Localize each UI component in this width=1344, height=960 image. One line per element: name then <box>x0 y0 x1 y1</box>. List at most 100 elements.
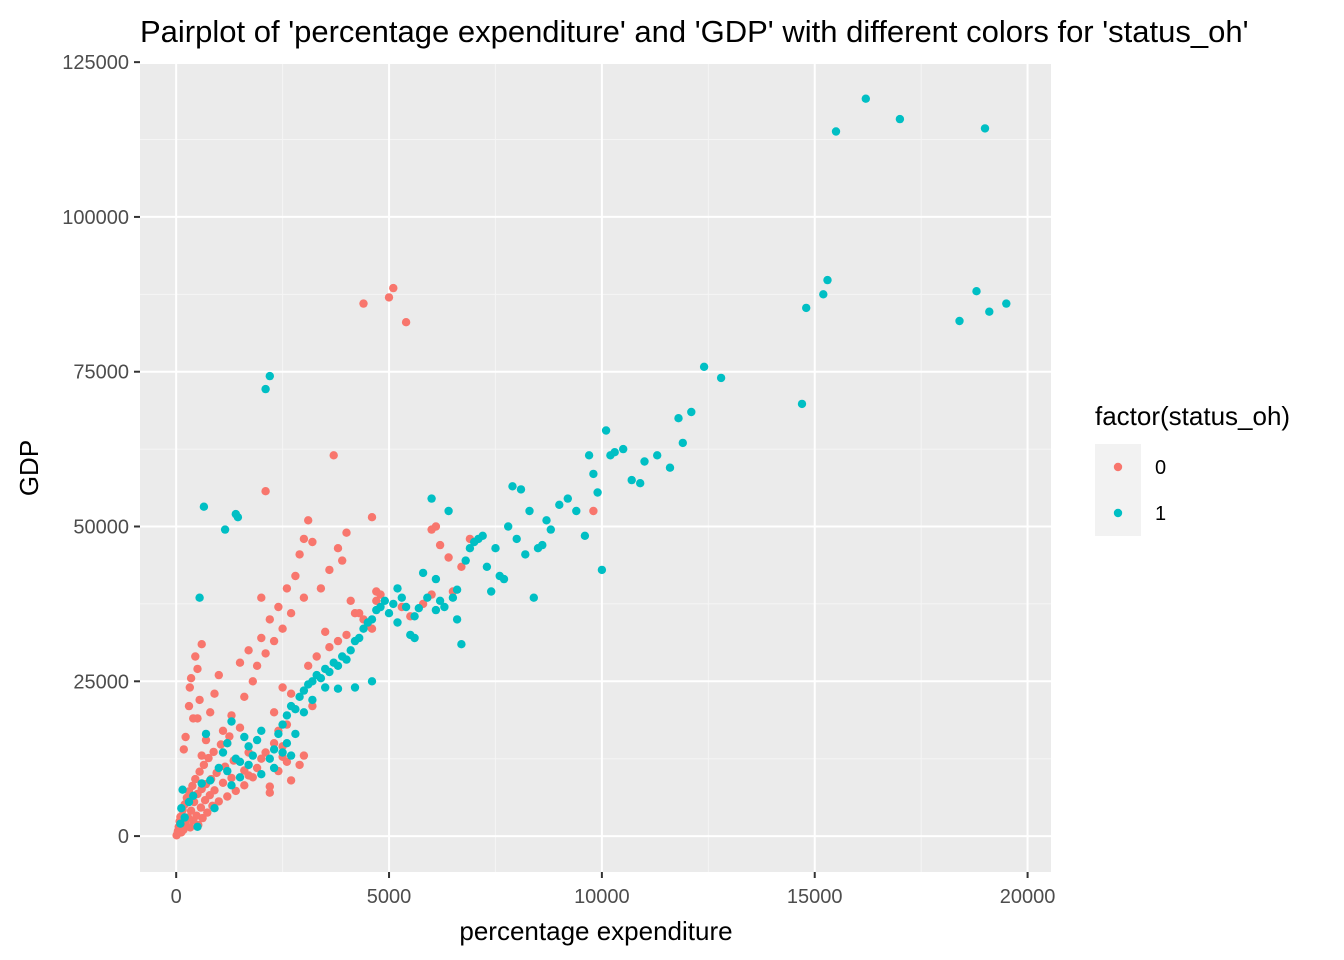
data-point-series-1 <box>861 94 870 103</box>
data-point-series-1 <box>674 414 683 423</box>
data-point-series-0 <box>312 652 321 661</box>
y-tick-label: 50000 <box>73 517 129 539</box>
legend-title: factor(status_oh) <box>1095 401 1290 431</box>
data-point-series-0 <box>248 677 257 686</box>
data-point-series-1 <box>802 303 811 313</box>
data-point-series-0 <box>291 571 300 581</box>
data-point-series-1 <box>831 127 841 136</box>
data-point-series-1 <box>235 773 245 782</box>
x-tick-label: 0 <box>171 886 182 908</box>
data-point-series-1 <box>397 593 406 602</box>
data-point-series-0 <box>216 740 226 749</box>
data-point-series-1 <box>465 544 475 553</box>
data-point-series-0 <box>308 701 317 711</box>
data-point-series-1 <box>321 683 330 692</box>
data-point-series-0 <box>191 774 200 784</box>
y-tick-label: 0 <box>118 826 129 848</box>
data-point-series-1 <box>499 574 509 584</box>
data-point-series-0 <box>435 540 445 550</box>
data-point-series-1 <box>538 540 547 550</box>
data-point-series-0 <box>295 760 304 770</box>
data-point-series-1 <box>333 661 343 670</box>
data-point-series-0 <box>265 788 274 797</box>
data-point-series-1 <box>184 797 194 807</box>
data-point-series-1 <box>265 754 274 763</box>
data-point-series-0 <box>457 562 466 571</box>
data-point-series-1 <box>384 609 394 618</box>
data-point-series-0 <box>261 649 270 658</box>
legend: factor(status_oh) 0 1 <box>1095 401 1290 536</box>
data-point-series-1 <box>278 720 287 729</box>
data-point-series-1 <box>376 602 385 612</box>
data-point-series-1 <box>431 605 441 615</box>
data-point-series-0 <box>193 664 202 674</box>
data-point-series-1 <box>529 593 538 602</box>
data-point-series-0 <box>257 593 266 602</box>
data-point-series-1 <box>589 469 598 479</box>
data-point-series-1 <box>665 463 675 472</box>
data-point-series-0 <box>199 760 209 770</box>
data-point-series-0 <box>278 624 287 633</box>
data-point-series-1 <box>521 550 530 559</box>
data-point-series-1 <box>367 615 377 624</box>
data-point-series-1 <box>410 612 419 621</box>
data-point-series-1 <box>401 602 411 612</box>
data-point-series-1 <box>508 482 517 491</box>
data-point-series-1 <box>201 729 211 739</box>
data-point-series-1 <box>584 451 594 460</box>
data-point-series-1 <box>427 494 436 503</box>
data-point-series-1 <box>218 748 228 757</box>
data-point-series-0 <box>269 739 279 748</box>
data-point-series-0 <box>191 652 200 661</box>
data-point-series-1 <box>195 593 204 602</box>
data-point-series-1 <box>440 602 449 612</box>
data-point-series-1 <box>342 655 351 664</box>
data-point-series-0 <box>359 299 368 308</box>
data-point-series-1 <box>431 574 441 584</box>
data-point-series-1 <box>972 287 981 296</box>
data-point-series-0 <box>203 808 212 817</box>
data-point-series-1 <box>389 599 398 609</box>
data-point-series-1 <box>265 371 274 381</box>
data-point-series-1 <box>291 705 300 714</box>
data-point-series-1 <box>980 124 990 133</box>
data-point-series-1 <box>261 384 270 394</box>
y-tick-label: 100000 <box>62 207 129 229</box>
data-point-series-0 <box>244 771 253 780</box>
data-point-series-1 <box>206 776 215 785</box>
data-point-series-1 <box>491 544 500 553</box>
data-point-series-1 <box>452 615 462 624</box>
data-point-series-0 <box>367 513 377 522</box>
data-point-series-1 <box>512 534 521 544</box>
data-point-series-1 <box>252 735 262 745</box>
data-point-series-1 <box>516 485 526 494</box>
data-point-series-1 <box>308 677 317 686</box>
data-point-series-1 <box>627 475 636 485</box>
data-point-series-1 <box>350 683 360 692</box>
data-point-series-1 <box>525 506 534 516</box>
data-point-series-1 <box>546 525 555 534</box>
data-point-series-1 <box>333 684 343 693</box>
data-point-series-1 <box>197 779 206 788</box>
data-point-series-1 <box>359 624 368 633</box>
data-point-series-1 <box>823 275 832 285</box>
data-point-series-1 <box>244 742 253 751</box>
data-point-series-1 <box>244 760 253 770</box>
data-point-series-0 <box>184 701 194 711</box>
data-point-series-0 <box>210 786 219 795</box>
data-point-series-0 <box>196 803 206 812</box>
data-point-series-0 <box>240 781 249 790</box>
data-point-series-1 <box>274 729 283 739</box>
data-point-series-1 <box>448 593 458 602</box>
data-point-series-0 <box>372 596 381 605</box>
data-point-series-0 <box>299 751 309 760</box>
data-point-series-0 <box>295 550 304 559</box>
data-point-series-1 <box>291 729 300 739</box>
data-point-series-1 <box>193 822 202 831</box>
data-point-series-0 <box>333 636 343 646</box>
data-point-series-1 <box>286 751 296 760</box>
data-point-series-0 <box>257 754 266 763</box>
data-point-series-0 <box>367 624 377 633</box>
data-point-series-0 <box>316 584 326 593</box>
